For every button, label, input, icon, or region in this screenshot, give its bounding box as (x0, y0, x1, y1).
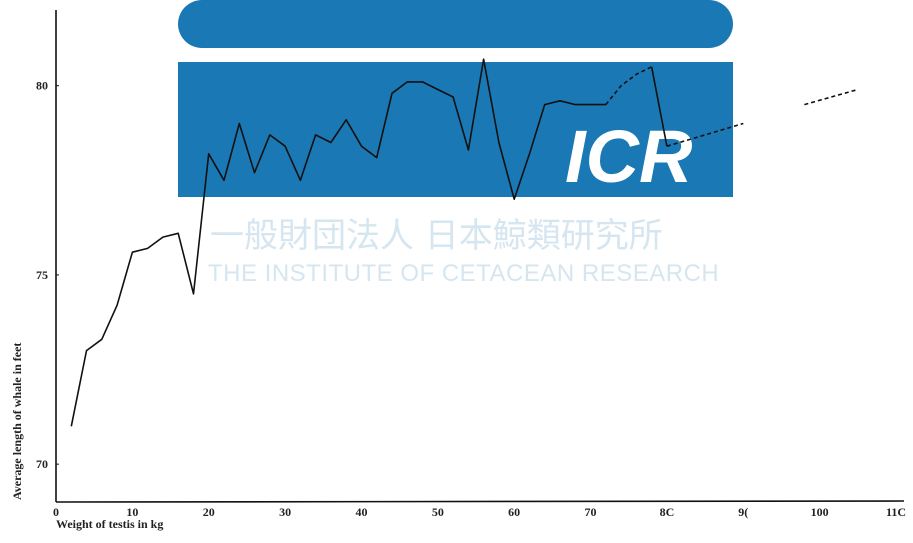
series-line (650, 66, 668, 147)
x-tick-label: 40 (355, 505, 367, 519)
data-series (70, 58, 859, 427)
x-tick-label: 20 (203, 505, 215, 519)
watermark-logo-shape (178, 0, 733, 48)
x-axis-line (55, 500, 905, 503)
x-tick-label: 0 (53, 505, 59, 519)
x-axis-title: Weight of testis in kg (56, 517, 163, 531)
x-tick-label: 50 (432, 505, 444, 519)
x-tick-label: 8C (660, 505, 675, 519)
series-line (70, 58, 606, 427)
y-tick-label: 70 (36, 457, 48, 471)
x-tick-label: 70 (585, 505, 597, 519)
x-tick-label: 60 (508, 505, 520, 519)
series-line-dashed (804, 88, 859, 106)
x-tick-label: 9( (738, 505, 748, 519)
watermark-japanese: 一般財団法人 日本鯨類研究所 (210, 216, 663, 256)
y-tick-label: 80 (36, 79, 48, 93)
watermark-banner (178, 62, 733, 197)
series-line-dashed (666, 122, 744, 147)
x-tick-label: 10 (126, 505, 138, 519)
x-tick-label: 11C (886, 505, 906, 519)
y-tick-label: 75 (36, 268, 48, 282)
watermark: ICR 一般財団法人 日本鯨類研究所 THE INSTITUTE OF CETA… (178, 0, 733, 287)
watermark-english: THE INSTITUTE OF CETACEAN RESEARCH (208, 260, 719, 287)
axes (55, 10, 905, 503)
y-axis-title: Average length of whale in feet (10, 343, 24, 500)
x-tick-label: 30 (279, 505, 291, 519)
x-tick-label: 100 (811, 505, 829, 519)
tick-labels: 0 10 20 30 40 50 60 70 8C 9( 100 11C 70 75 80 (36, 79, 906, 519)
watermark-logo-text: ICR (565, 115, 692, 198)
series-line-dashed (605, 66, 652, 106)
